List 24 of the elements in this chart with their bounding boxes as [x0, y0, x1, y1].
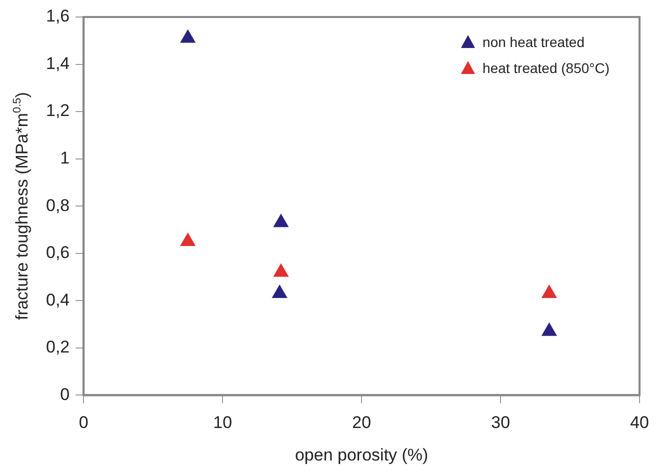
- x-tick-label: 10: [213, 413, 232, 432]
- y-tick-label: 0,8: [46, 196, 70, 215]
- y-tick-label: 0,4: [46, 290, 70, 310]
- y-tick-label: 1,4: [46, 54, 70, 73]
- y-tick-label: 0: [60, 384, 70, 404]
- point: [273, 214, 289, 228]
- point: [180, 29, 196, 43]
- x-tick-label: 20: [352, 413, 372, 432]
- y-tick-label: 1,6: [46, 6, 70, 26]
- x-tick-label: 0: [78, 413, 88, 432]
- legend-label: heat treated (850°C): [482, 59, 610, 78]
- x-tick-label: 40: [630, 413, 650, 432]
- point: [541, 284, 558, 298]
- x-axis-title: open porosity (%): [294, 445, 428, 464]
- point: [272, 284, 288, 298]
- y-tick-label: 1: [60, 148, 70, 168]
- x-tick-label: 30: [491, 413, 510, 432]
- point: [273, 263, 289, 277]
- y-tick-label: 0,2: [46, 338, 70, 357]
- y-tick-label: 1,2: [46, 101, 70, 120]
- point: [180, 232, 196, 246]
- y-tick-label: 0,6: [46, 243, 70, 262]
- point: [541, 322, 558, 336]
- legend-label: non heat treated: [482, 33, 586, 52]
